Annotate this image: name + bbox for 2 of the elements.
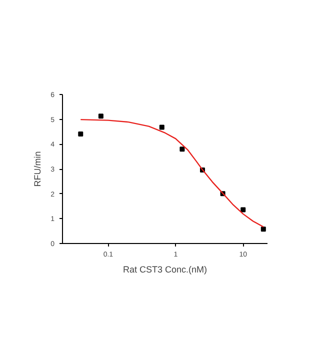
y-axis-title: RFU/min: [32, 151, 43, 187]
x-axis-title: Rat CST3 Conc.(nM): [122, 264, 208, 274]
